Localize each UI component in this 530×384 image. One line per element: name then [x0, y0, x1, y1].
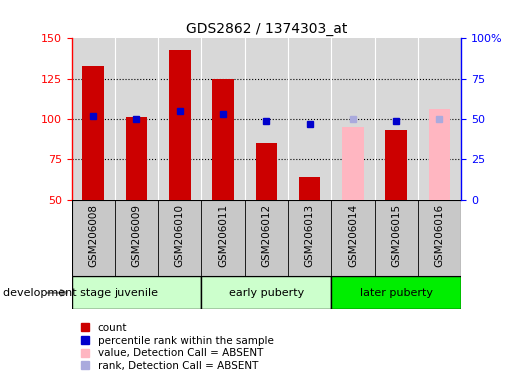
- Text: GSM206015: GSM206015: [391, 204, 401, 266]
- Text: early puberty: early puberty: [229, 288, 304, 298]
- Text: GSM206013: GSM206013: [305, 204, 315, 266]
- Bar: [169, 50, 191, 200]
- Bar: [299, 177, 321, 200]
- Text: later puberty: later puberty: [360, 288, 432, 298]
- Text: GSM206016: GSM206016: [435, 204, 445, 266]
- Bar: [201, 276, 331, 309]
- Bar: [342, 127, 364, 200]
- Text: GSM206014: GSM206014: [348, 204, 358, 266]
- Text: juvenile: juvenile: [114, 288, 158, 298]
- Text: GSM206011: GSM206011: [218, 204, 228, 266]
- Bar: [212, 79, 234, 200]
- Text: GSM206012: GSM206012: [261, 204, 271, 266]
- Bar: [385, 130, 407, 200]
- Bar: [429, 109, 450, 200]
- Title: GDS2862 / 1374303_at: GDS2862 / 1374303_at: [186, 22, 347, 36]
- Bar: [82, 66, 104, 200]
- Text: GSM206010: GSM206010: [175, 204, 185, 266]
- Text: development stage: development stage: [3, 288, 111, 298]
- Bar: [331, 276, 461, 309]
- Bar: [255, 143, 277, 200]
- Text: GSM206009: GSM206009: [131, 204, 142, 266]
- Text: GSM206008: GSM206008: [88, 204, 98, 266]
- Bar: [126, 118, 147, 200]
- Legend: count, percentile rank within the sample, value, Detection Call = ABSENT, rank, : count, percentile rank within the sample…: [77, 319, 278, 375]
- Bar: [72, 276, 201, 309]
